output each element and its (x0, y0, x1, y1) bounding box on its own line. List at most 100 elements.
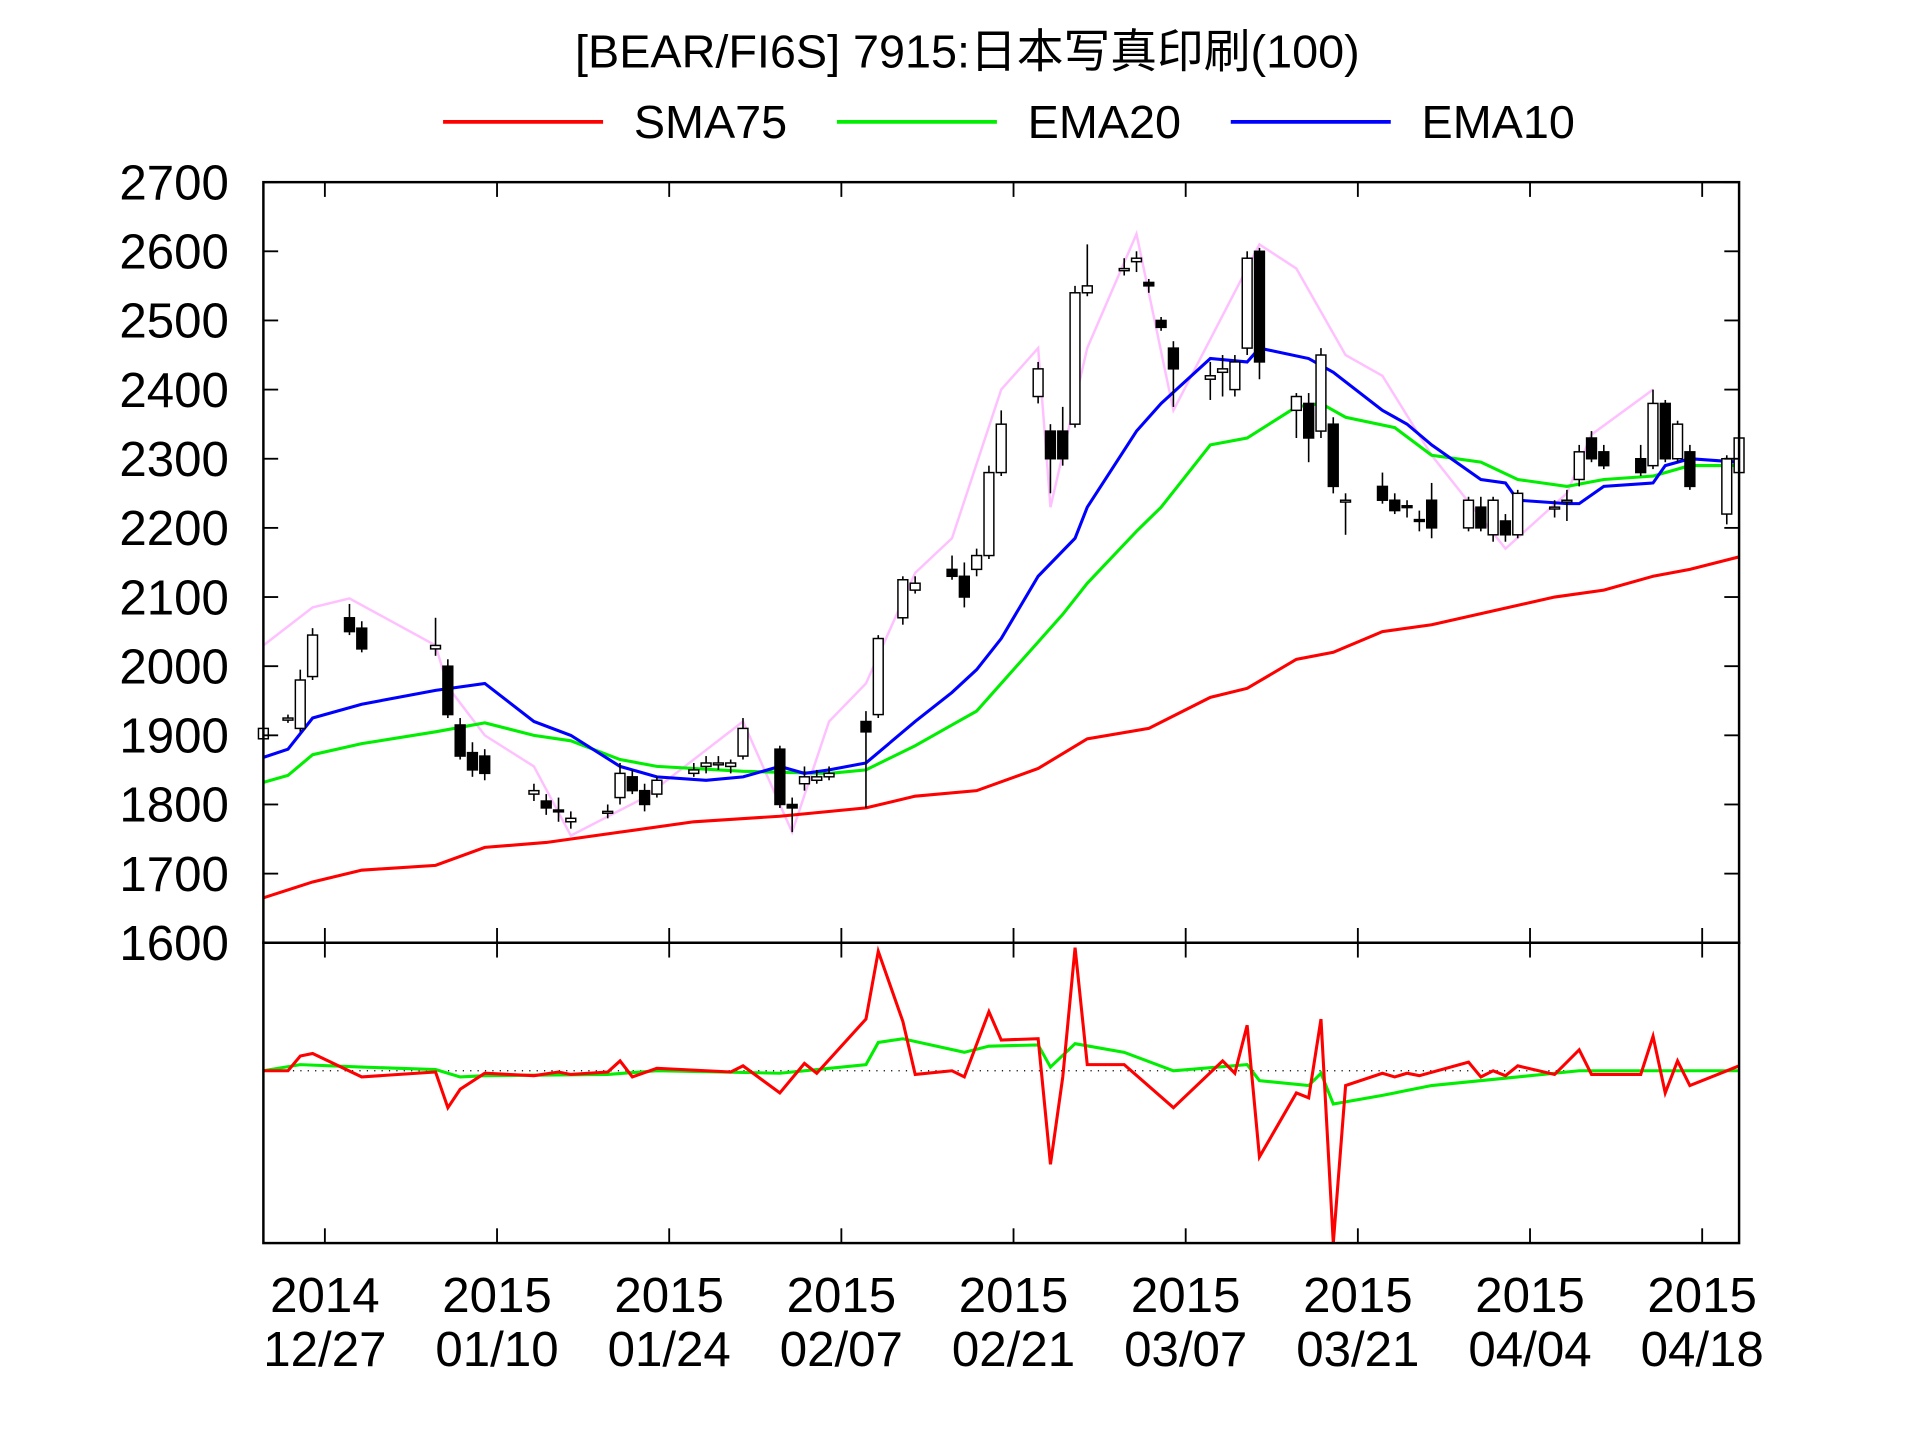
legend-label-ema20: EMA20 (1028, 96, 1181, 148)
candle-body-down (946, 568, 958, 578)
candle-body-down (1389, 499, 1401, 512)
series-line-sma75 (263, 555, 1740, 900)
candle (565, 811, 577, 829)
candle (1684, 444, 1696, 490)
candle (1069, 285, 1081, 428)
candle (1315, 348, 1327, 438)
oscillator-panel (263, 945, 1740, 1244)
candle (1425, 482, 1438, 539)
candle-body-up (811, 776, 823, 782)
y-tick-label: 2100 (119, 570, 228, 625)
x-tick-label-date: 04/18 (1641, 1322, 1764, 1377)
candle (282, 714, 294, 723)
candle (638, 783, 651, 812)
candle (1155, 316, 1167, 331)
candle-body-down (638, 789, 651, 806)
x-tick-label-date: 01/24 (608, 1322, 731, 1377)
candle-body-up (528, 789, 540, 795)
candle-body-down (1253, 250, 1266, 363)
candle (1475, 496, 1487, 532)
candle (700, 756, 712, 774)
x-tick-label-year: 2014 (270, 1268, 380, 1323)
candle (479, 749, 491, 781)
x-tick-label-date: 03/21 (1296, 1322, 1419, 1377)
candle-body-up (429, 644, 442, 650)
candle (1143, 278, 1155, 293)
y-tick-label: 1900 (119, 709, 228, 764)
candle-body-up (1487, 499, 1499, 536)
candle (1462, 496, 1475, 532)
candle-body-up (1241, 257, 1253, 349)
candle-body-down (626, 776, 638, 792)
x-tick-label-year: 2015 (787, 1268, 897, 1323)
candle (1032, 361, 1044, 404)
candle-body-up (983, 471, 995, 557)
candle (626, 769, 638, 795)
candle-body-up (1229, 361, 1241, 391)
candle-body-up (1118, 267, 1130, 272)
candle-body-up (970, 554, 983, 571)
candle-body-down (343, 617, 356, 633)
candle (1229, 355, 1241, 397)
candle (995, 410, 1007, 477)
candle (614, 762, 626, 805)
candle-body-down (1376, 485, 1389, 501)
oscillator-line-green (263, 1037, 1740, 1106)
y-tick-label: 2000 (119, 639, 228, 694)
y-tick-label: 2300 (119, 432, 228, 487)
candle (1327, 417, 1339, 494)
candle-body-up (1647, 402, 1659, 467)
candle (1081, 244, 1093, 297)
candle-body-up (614, 772, 626, 799)
candle-body-down (1401, 505, 1413, 509)
candle (1167, 341, 1180, 407)
chart-title: [BEAR/FI6S] 7915:日本写真印刷(100) (575, 26, 1360, 78)
candle (1290, 393, 1303, 438)
candle-body-down (786, 803, 798, 809)
candle-body-up (1290, 395, 1303, 412)
x-tick-label-date: 04/04 (1468, 1322, 1591, 1377)
y-tick-label: 2400 (119, 363, 228, 418)
x-tick-label-year: 2015 (1303, 1268, 1413, 1323)
candle (1044, 424, 1057, 494)
candle (811, 769, 823, 784)
x-tick-label-year: 2015 (1131, 1268, 1241, 1323)
candle (860, 711, 872, 808)
candle (1118, 258, 1130, 276)
legend-label-ema10: EMA10 (1422, 96, 1575, 148)
candle (983, 465, 995, 560)
candle-body-down (466, 751, 479, 771)
candle (688, 762, 700, 777)
candle (1561, 489, 1573, 521)
candle (1303, 393, 1315, 463)
candle-body-up (1573, 451, 1585, 481)
candle-body-up (565, 817, 577, 823)
candle (356, 621, 368, 653)
candle-body-up (909, 582, 921, 591)
y-tick-label: 1700 (119, 847, 228, 902)
price-plot-frame (262, 180, 1741, 944)
candle (823, 766, 835, 781)
candle-body-up (700, 762, 712, 768)
candle-body-down (1684, 451, 1696, 488)
candle (1721, 455, 1733, 525)
candle (1512, 489, 1524, 539)
candle-body-down (1167, 347, 1180, 370)
candle-body-down (1425, 499, 1438, 529)
candle (294, 669, 306, 732)
candle-body-up (294, 679, 306, 730)
candle-body-down (356, 627, 368, 650)
x-tick-label-date: 01/10 (435, 1322, 558, 1377)
candle (1635, 444, 1647, 477)
candle (1598, 444, 1610, 470)
candle (1499, 514, 1512, 542)
candle-body-up (282, 717, 294, 721)
candle (528, 783, 540, 802)
candle (442, 659, 454, 719)
candle (1241, 251, 1253, 356)
candle (1413, 510, 1426, 532)
candle-body-up (725, 762, 737, 768)
candle-body-up (651, 779, 663, 795)
candle (1659, 399, 1671, 463)
